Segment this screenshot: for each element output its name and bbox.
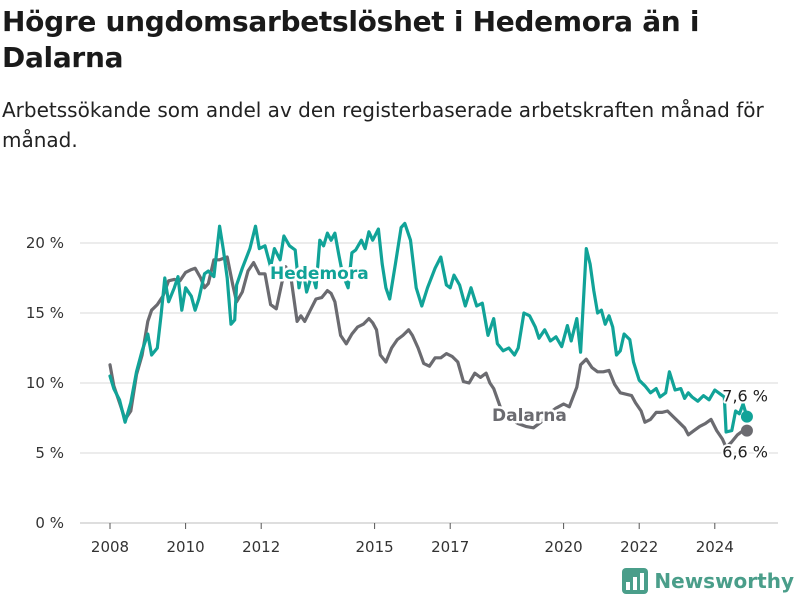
x-axis-ticks: 2008 2010 2012 2015 2017 2020 2022 2024 [91, 523, 734, 556]
series-label-dalarna: Dalarna [492, 406, 567, 426]
brand-logo: Newsworthy [622, 568, 794, 594]
x-tick-label: 2020 [545, 538, 583, 556]
y-tick-label: 5 % [35, 444, 64, 462]
end-value-label-hedemora: 7,6 % [722, 387, 768, 406]
series-line-hedemora [108, 221, 749, 434]
series-lines [108, 221, 753, 449]
y-tick-label: 15 % [26, 304, 64, 322]
y-tick-label: 20 % [26, 234, 64, 252]
x-tick-label: 2015 [356, 538, 394, 556]
end-point-dalarna [740, 424, 753, 437]
chart-subtitle: Arbetssökande som andel av den registerb… [2, 98, 764, 152]
chart-title: Högre ungdomsarbetslöshet i Hedemora än … [2, 5, 700, 74]
x-tick-label: 2017 [431, 538, 469, 556]
y-tick-label: 0 % [35, 514, 64, 532]
x-tick-label: 2008 [91, 538, 129, 556]
y-tick-label: 10 % [26, 374, 64, 392]
line-chart: 0 %5 %10 %15 %20 % 2008 2010 2012 2015 2017 2… [26, 221, 778, 556]
x-tick-label: 2024 [696, 538, 734, 556]
x-tick-label: 2010 [167, 538, 205, 556]
series-line-dalarna [108, 255, 749, 449]
series-label-hedemora: Hedemora [270, 264, 369, 284]
grid-lines [80, 242, 778, 524]
brand-name: Newsworthy [654, 569, 794, 593]
series-labels: Hedemora Dalarna 7,6 % 6,6 % [268, 262, 771, 464]
x-tick-label: 2022 [620, 538, 658, 556]
end-point-hedemora [740, 410, 753, 423]
bar-chart-logo-icon [622, 568, 649, 594]
end-value-label-dalarna: 6,6 % [722, 443, 768, 462]
y-axis-ticks: 0 % 5 % 10 % 15 % 20 % [26, 234, 64, 532]
x-tick-label: 2012 [242, 538, 280, 556]
